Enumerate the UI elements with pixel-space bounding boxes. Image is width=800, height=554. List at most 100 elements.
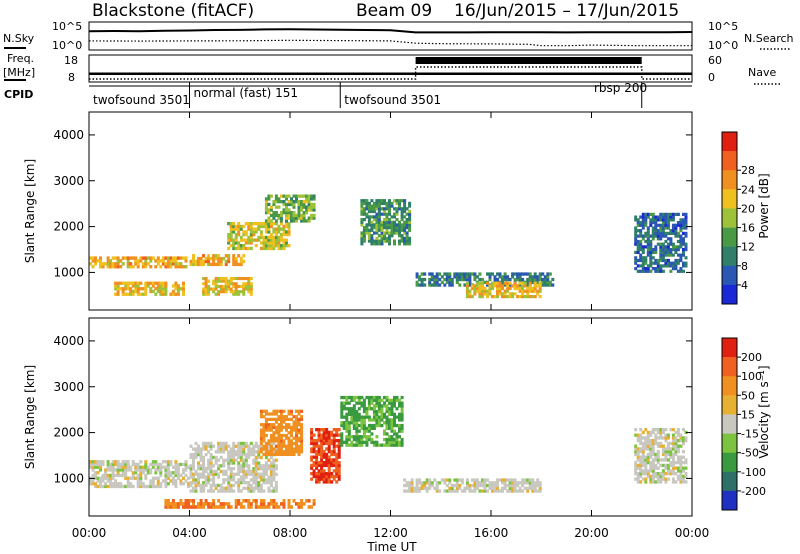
data-cell bbox=[114, 287, 118, 291]
data-cell bbox=[300, 447, 304, 451]
data-cell bbox=[124, 471, 128, 475]
data-cell bbox=[400, 409, 404, 414]
data-cell bbox=[327, 430, 331, 435]
data-cell bbox=[124, 468, 128, 472]
data-cell bbox=[661, 229, 665, 233]
data-cell bbox=[312, 474, 316, 479]
data-cell bbox=[646, 444, 650, 448]
data-cell bbox=[375, 204, 379, 208]
data-cell bbox=[139, 471, 143, 475]
data-cell bbox=[395, 207, 399, 211]
data-cell bbox=[644, 458, 648, 462]
data-cell bbox=[661, 472, 665, 476]
data-cell bbox=[229, 233, 233, 237]
data-cell bbox=[405, 207, 409, 211]
data-cell bbox=[498, 289, 502, 293]
data-cell bbox=[262, 423, 266, 427]
data-cell bbox=[666, 469, 670, 473]
data-cell bbox=[501, 280, 504, 284]
data-cell bbox=[166, 256, 170, 260]
data-cell bbox=[408, 201, 412, 205]
data-cell bbox=[644, 477, 648, 481]
data-cell bbox=[362, 231, 366, 235]
data-cell bbox=[362, 218, 366, 222]
data-cell bbox=[651, 439, 655, 443]
data-cell bbox=[184, 462, 188, 467]
data-cell bbox=[503, 283, 507, 287]
data-cell bbox=[636, 447, 640, 451]
data-cell bbox=[164, 499, 168, 503]
data-cell bbox=[182, 471, 185, 475]
data-cell bbox=[104, 262, 108, 266]
data-cell bbox=[262, 224, 266, 229]
data-cell bbox=[247, 290, 251, 294]
data-cell bbox=[478, 481, 482, 485]
data-cell bbox=[146, 284, 150, 288]
data-cell bbox=[682, 212, 685, 216]
data-cell bbox=[199, 450, 203, 454]
data-cell bbox=[164, 265, 168, 269]
data-cell bbox=[202, 483, 206, 488]
data-cell bbox=[154, 265, 158, 269]
data-cell bbox=[654, 223, 658, 227]
data-cell bbox=[370, 220, 374, 224]
data-cell bbox=[310, 216, 314, 220]
data-cell bbox=[237, 455, 241, 460]
data-cell bbox=[375, 395, 379, 400]
data-cell bbox=[114, 281, 118, 285]
data-cell bbox=[676, 461, 680, 465]
data-cell bbox=[141, 465, 145, 469]
data-cell bbox=[666, 215, 670, 219]
data-cell bbox=[370, 407, 374, 411]
data-cell bbox=[224, 502, 228, 506]
data-cell bbox=[262, 436, 266, 440]
data-cell bbox=[518, 275, 522, 279]
data-cell bbox=[274, 412, 278, 416]
data-cell bbox=[664, 428, 668, 432]
data-cell bbox=[202, 259, 206, 264]
data-cell bbox=[674, 258, 678, 263]
data-cell bbox=[496, 292, 499, 296]
data-cell bbox=[357, 415, 361, 419]
data-cell bbox=[646, 433, 650, 437]
data-cell bbox=[676, 444, 680, 448]
data-cell bbox=[272, 431, 276, 435]
data-cell bbox=[189, 464, 193, 468]
data-cell bbox=[674, 226, 678, 230]
data-cell bbox=[131, 284, 135, 288]
data-cell bbox=[91, 256, 95, 260]
data-cell bbox=[388, 199, 391, 203]
data-cell bbox=[259, 431, 263, 435]
data-cell bbox=[377, 423, 381, 428]
data-cell bbox=[134, 262, 138, 266]
data-cell bbox=[269, 472, 273, 476]
data-cell bbox=[390, 409, 394, 414]
data-cell bbox=[184, 479, 188, 483]
data-cell bbox=[262, 241, 266, 245]
data-cell bbox=[204, 282, 208, 286]
data-cell bbox=[114, 479, 118, 483]
data-cell bbox=[639, 480, 643, 484]
data-cell bbox=[646, 461, 650, 465]
data-cell bbox=[227, 467, 231, 471]
data-cell bbox=[242, 478, 246, 482]
data-cell bbox=[465, 289, 469, 293]
data-cell bbox=[679, 245, 683, 249]
data-cell bbox=[661, 221, 665, 225]
data-cell bbox=[262, 502, 266, 506]
data-cell bbox=[654, 250, 658, 254]
data-cell bbox=[641, 258, 645, 263]
data-cell bbox=[365, 204, 369, 208]
data-cell bbox=[124, 473, 128, 478]
data-cell bbox=[664, 433, 668, 437]
data-cell bbox=[101, 484, 105, 489]
data-cell bbox=[636, 229, 640, 233]
data-cell bbox=[430, 275, 434, 279]
data-cell bbox=[641, 218, 645, 222]
data-cell bbox=[654, 428, 658, 432]
data-cell bbox=[297, 431, 301, 435]
data-cell bbox=[229, 227, 233, 231]
data-cell bbox=[398, 220, 401, 224]
data-cell bbox=[227, 282, 231, 286]
data-cell bbox=[639, 474, 643, 479]
